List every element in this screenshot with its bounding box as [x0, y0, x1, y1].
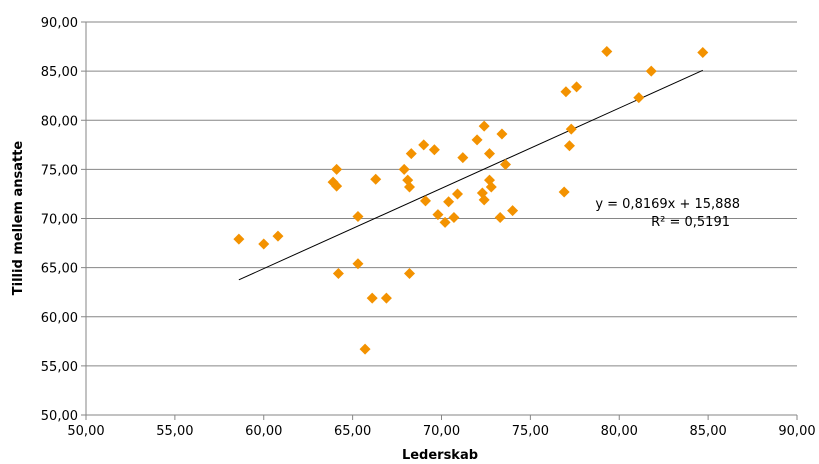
data-point — [496, 128, 508, 140]
x-tick-label: 80,00 — [601, 424, 638, 439]
y-tick-label: 55,00 — [41, 360, 78, 375]
data-point — [420, 195, 432, 207]
data-point — [697, 46, 709, 58]
data-point — [332, 268, 344, 280]
x-tick-label: 65,00 — [334, 424, 371, 439]
y-tick-label: 85,00 — [41, 65, 78, 80]
x-axis-title: Lederskab — [402, 448, 478, 463]
data-point — [331, 163, 343, 175]
data-point — [272, 230, 284, 242]
y-tick-marks — [81, 21, 86, 416]
data-point — [428, 144, 440, 156]
data-point — [443, 196, 455, 208]
data-point — [233, 233, 245, 245]
data-point — [494, 212, 506, 224]
x-tick-label: 85,00 — [690, 424, 727, 439]
data-point — [485, 181, 497, 193]
trendline-r-squared: R² = 0,5191 — [651, 215, 730, 230]
data-point — [448, 212, 460, 224]
data-point — [352, 211, 364, 223]
y-axis-title: Tillid mellem ansatte — [11, 141, 26, 296]
y-tick-label: 50,00 — [41, 409, 78, 424]
data-point — [483, 148, 495, 160]
trendline-group — [238, 69, 703, 281]
data-point — [380, 292, 392, 304]
data-point — [439, 216, 451, 228]
data-point — [633, 92, 645, 104]
data-point — [560, 86, 572, 98]
data-point — [558, 186, 570, 198]
x-tick-marks — [85, 415, 798, 420]
data-point — [478, 120, 490, 132]
data-point — [352, 258, 364, 270]
data-point — [405, 148, 417, 160]
data-point — [507, 205, 519, 217]
y-tick-labels: 50,00 55,00 60,00 65,00 70,00 75,00 80,00 85,00… — [41, 16, 78, 424]
y-tick-label: 80,00 — [41, 114, 78, 129]
data-point — [563, 140, 575, 152]
x-tick-label: 70,00 — [423, 424, 460, 439]
data-point — [457, 152, 469, 164]
data-point — [645, 65, 657, 77]
x-tick-label: 75,00 — [512, 424, 549, 439]
data-point — [451, 188, 463, 200]
y-tick-label: 75,00 — [41, 163, 78, 178]
data-point — [471, 134, 483, 146]
data-point — [478, 194, 490, 206]
data-points — [233, 45, 709, 355]
data-point — [404, 268, 416, 280]
data-point — [331, 180, 343, 192]
data-point — [565, 123, 577, 135]
data-point — [398, 163, 410, 175]
gridlines — [86, 21, 797, 367]
x-tick-label: 90,00 — [778, 424, 815, 439]
trendline — [238, 69, 703, 281]
data-point — [404, 181, 416, 193]
data-point — [601, 45, 613, 57]
trendline-equation: y = 0,8169x + 15,888 — [595, 197, 740, 212]
y-tick-label: 60,00 — [41, 311, 78, 326]
x-tick-label: 55,00 — [156, 424, 193, 439]
data-point — [359, 343, 371, 355]
data-point — [366, 292, 378, 304]
data-point — [499, 158, 511, 170]
data-point — [418, 139, 430, 151]
y-tick-label: 65,00 — [41, 262, 78, 277]
y-tick-label: 70,00 — [41, 213, 78, 228]
x-tick-label: 50,00 — [67, 424, 104, 439]
data-point — [432, 209, 444, 221]
data-point — [571, 81, 583, 93]
data-point — [258, 238, 270, 250]
x-tick-label: 60,00 — [245, 424, 282, 439]
x-tick-labels: 50,00 55,00 60,00 65,00 70,00 75,00 80,00 85,00… — [67, 424, 815, 439]
data-point — [370, 173, 382, 185]
y-tick-label: 90,00 — [41, 16, 78, 31]
